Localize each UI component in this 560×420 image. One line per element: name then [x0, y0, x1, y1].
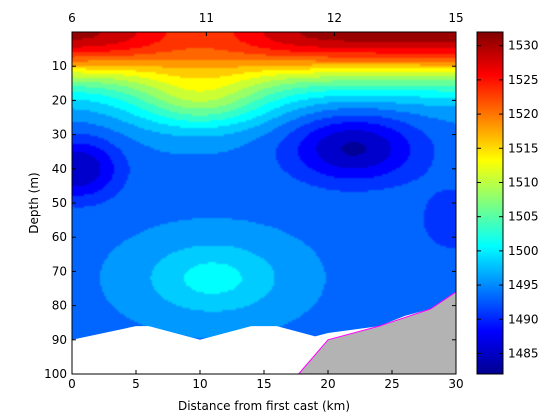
colorbar-tick-label: 1485	[508, 346, 539, 360]
station-axis: 6 11 12 15	[68, 11, 464, 36]
y-tick-label: 90	[52, 333, 67, 347]
x-tick-label: 30	[448, 377, 463, 391]
colorbar-tick-label: 1505	[508, 210, 539, 224]
x-tick-label: 0	[68, 377, 76, 391]
colorbar: 1485 1490 1495 1500 1505 1510 1515 1520 1525 1530	[476, 31, 539, 375]
x-tick-label: 15	[256, 377, 271, 391]
x-tick-label: 20	[320, 377, 335, 391]
colorbar-tick-label: 1520	[508, 107, 539, 121]
colorbar-tick-label: 1515	[508, 141, 539, 155]
x-tick-label: 25	[384, 377, 399, 391]
x-axis: 0 5 10 15 20 25 30	[68, 370, 464, 391]
land-polygon	[298, 291, 456, 374]
colorbar-tick-label: 1525	[508, 73, 539, 87]
y-axis: 10 20 30 40 50 60 70 80 90 100	[44, 59, 456, 381]
y-tick-label: 30	[52, 128, 67, 142]
station-tick-label: 15	[448, 11, 463, 25]
colorbar-tick-label: 1510	[508, 175, 539, 189]
colorbar-gradient	[476, 31, 504, 375]
y-tick-label: 100	[44, 367, 67, 381]
y-tick-label: 80	[52, 299, 67, 313]
colorbar-tick-label: 1530	[508, 39, 539, 53]
x-axis-label: Distance from first cast (km)	[178, 399, 350, 413]
y-tick-label: 10	[52, 59, 67, 73]
y-tick-label: 60	[52, 230, 67, 244]
x-tick-label: 5	[132, 377, 140, 391]
y-axis-label: Depth (m)	[27, 172, 41, 233]
colorbar-tick-label: 1490	[508, 312, 539, 326]
station-tick-label: 12	[327, 11, 342, 25]
y-tick-label: 70	[52, 264, 67, 278]
bottom-profile-line	[298, 291, 457, 375]
station-tick-label: 6	[68, 11, 76, 25]
y-tick-label: 40	[52, 162, 67, 176]
station-tick-label: 11	[199, 11, 214, 25]
y-tick-label: 50	[52, 196, 67, 210]
colorbar-tick-label: 1495	[508, 278, 539, 292]
x-tick-label: 10	[192, 377, 207, 391]
colorbar-tick-label: 1500	[508, 244, 539, 258]
sound-speed-field	[72, 32, 456, 374]
contour-plot-area	[71, 31, 457, 375]
y-tick-label: 20	[52, 93, 67, 107]
